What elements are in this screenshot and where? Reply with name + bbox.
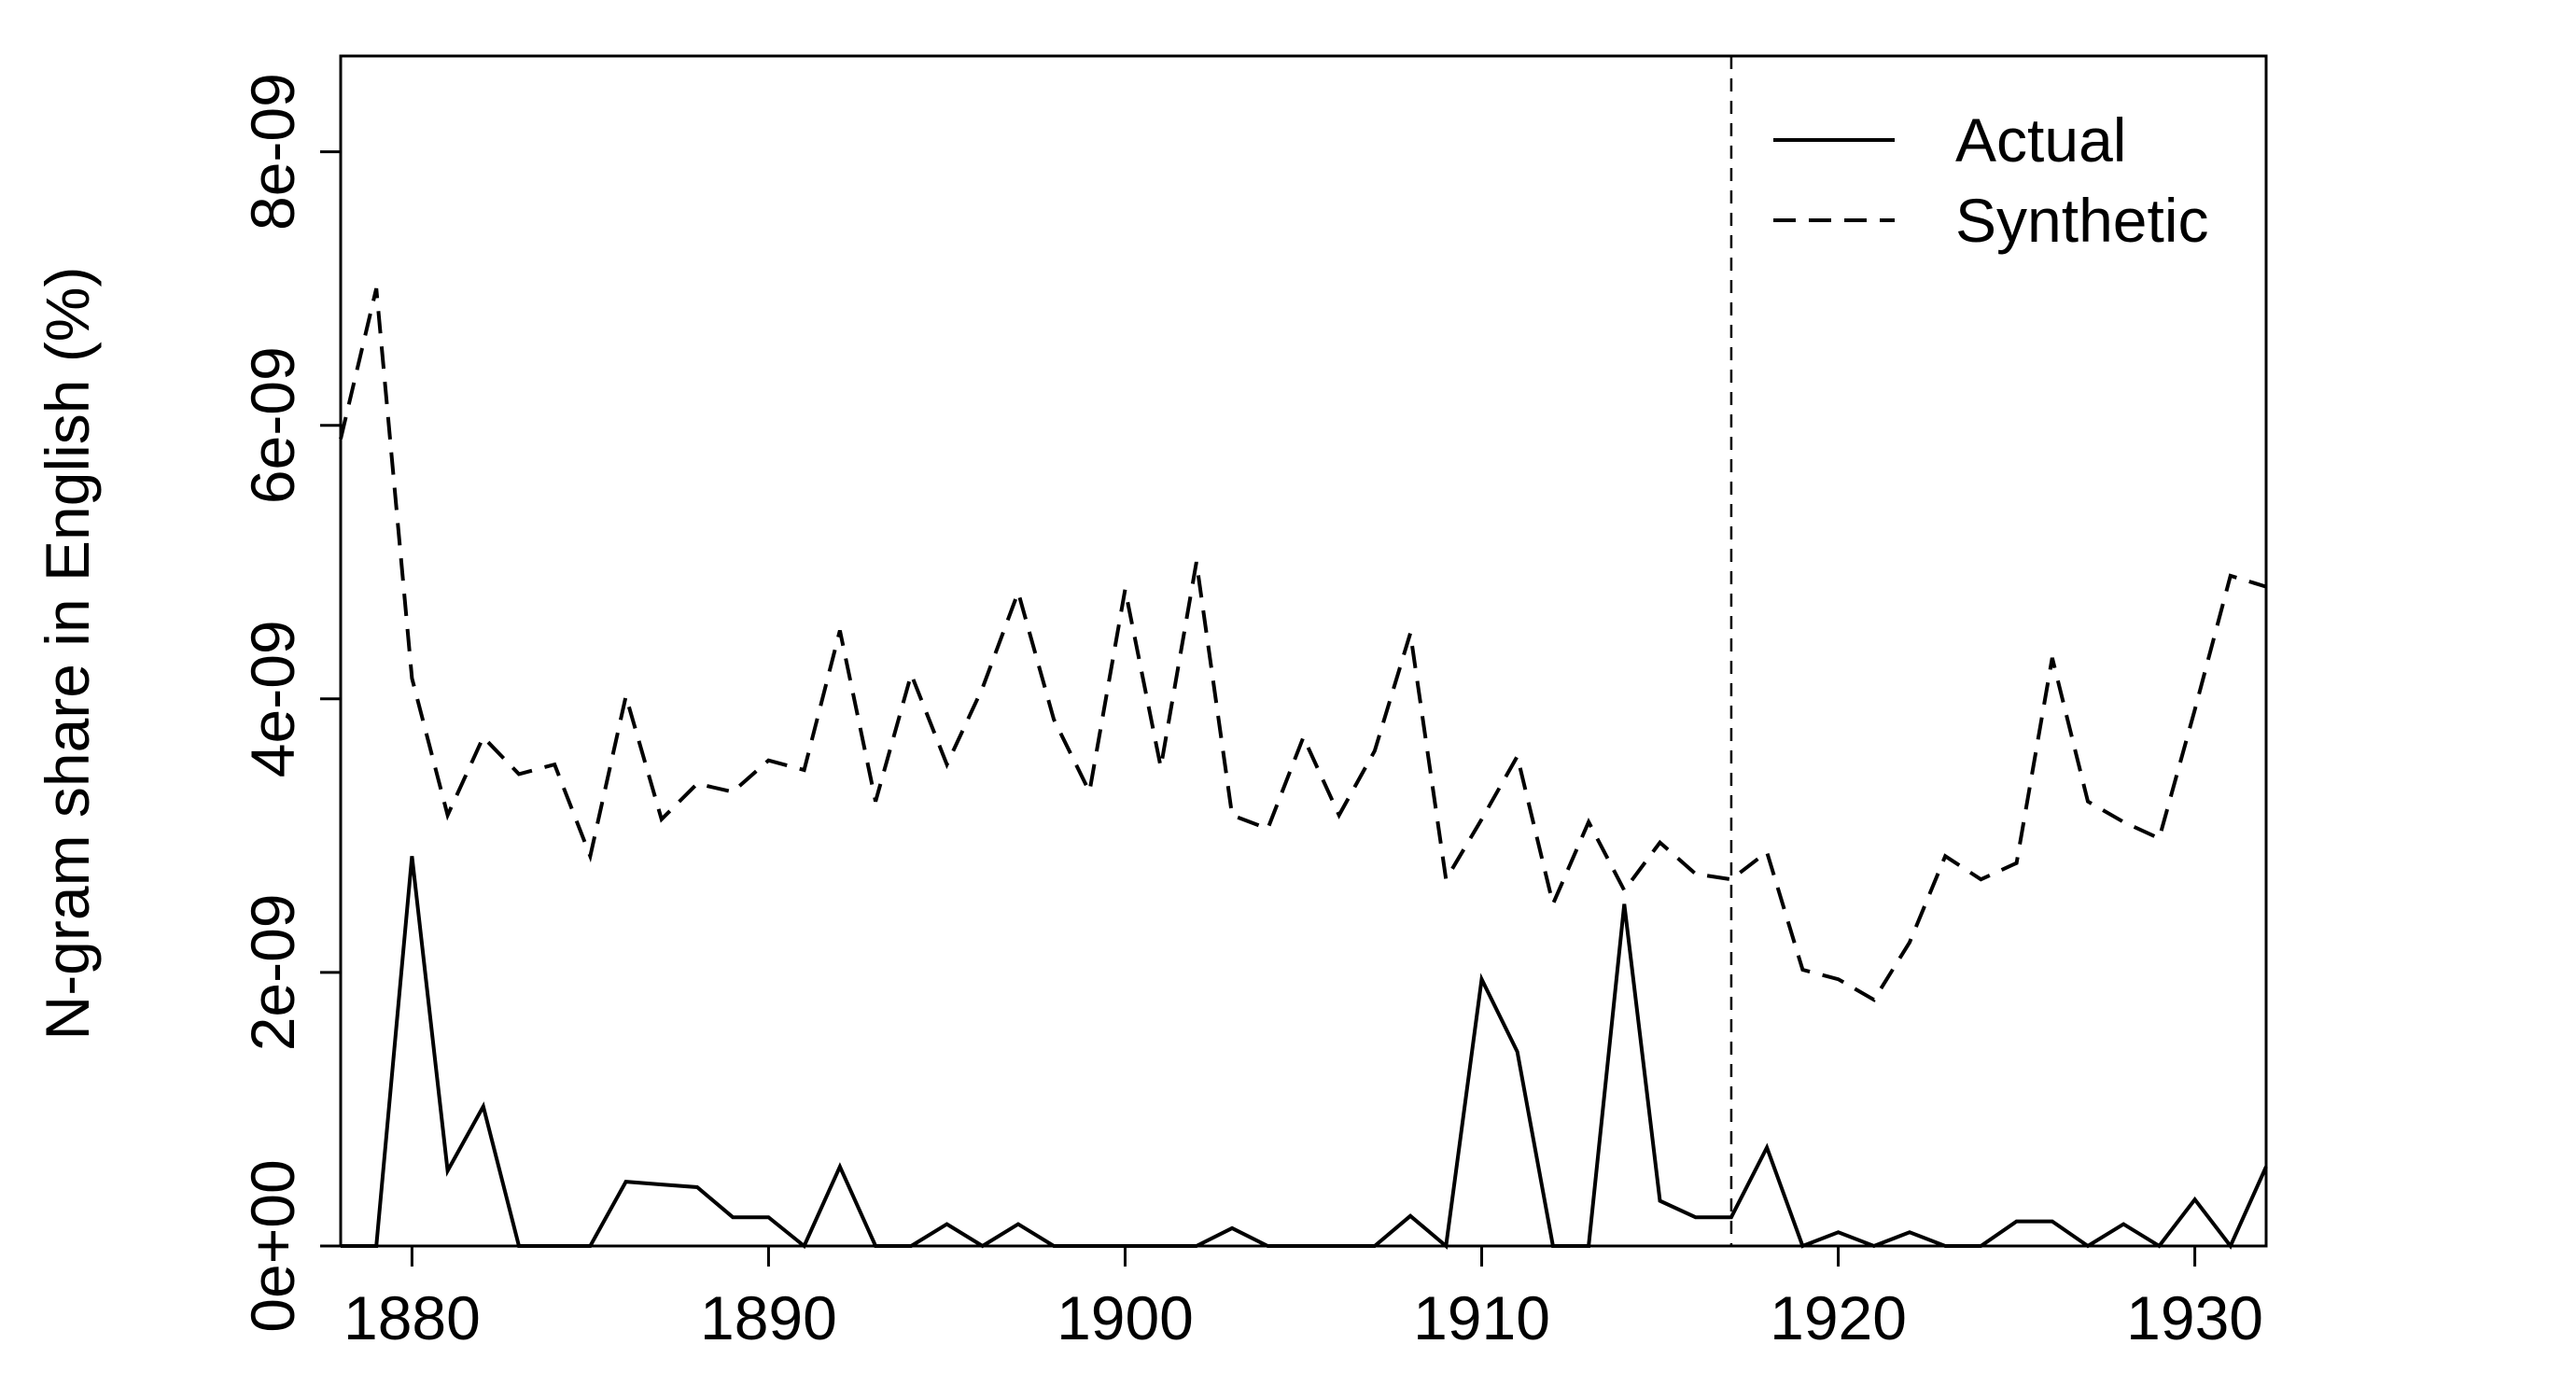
y-axis-title: N-gram share in English (%) <box>33 267 102 1041</box>
x-axis: 1880 1890 1900 1910 1920 1930 <box>343 1246 2263 1352</box>
x-tick-label: 1900 <box>1057 1283 1194 1352</box>
y-tick-label: 4e-09 <box>238 620 307 777</box>
series-group <box>339 287 2268 1250</box>
y-axis: 0e+00 2e-09 4e-09 6e-09 8e-09 <box>238 73 341 1333</box>
legend-label-synthetic: Synthetic <box>1955 186 2208 255</box>
legend: Actual Synthetic <box>1773 105 2208 255</box>
y-tick-label: 2e-09 <box>238 893 307 1051</box>
x-tick-label: 1890 <box>700 1283 837 1352</box>
x-tick-label: 1880 <box>343 1283 481 1352</box>
y-tick-label: 8e-09 <box>238 73 307 231</box>
series-line-actual <box>341 856 2268 1250</box>
x-tick-label: 1930 <box>2126 1283 2263 1352</box>
y-tick-label: 0e+00 <box>238 1159 307 1332</box>
x-tick-label: 1920 <box>1770 1283 1907 1352</box>
legend-label-actual: Actual <box>1955 105 2126 175</box>
x-tick-label: 1910 <box>1413 1283 1550 1352</box>
series-line-synthetic <box>339 287 2267 1002</box>
y-tick-label: 6e-09 <box>238 346 307 504</box>
